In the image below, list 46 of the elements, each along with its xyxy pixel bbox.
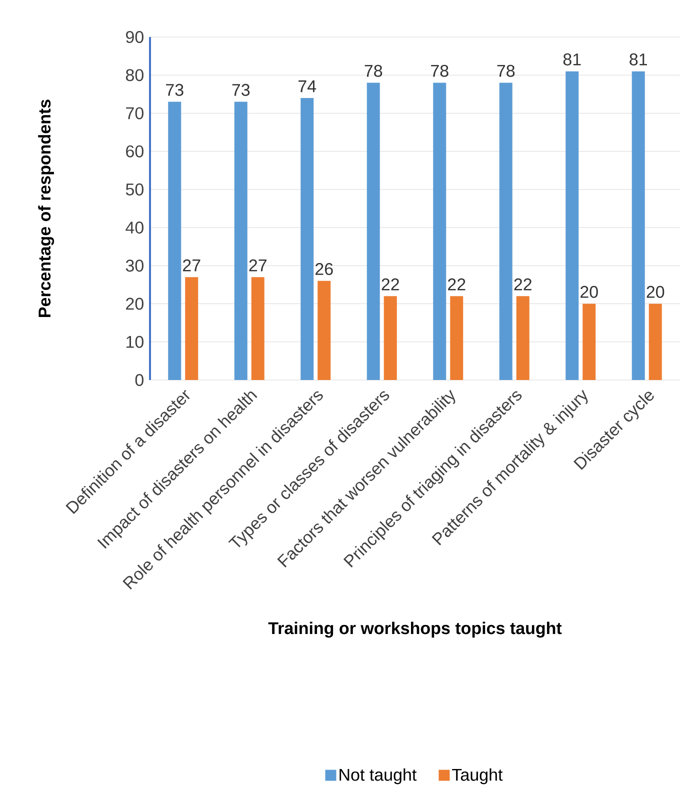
bar: [251, 277, 264, 380]
y-tick-label: 40: [126, 222, 144, 234]
y-tick-label: 60: [126, 145, 144, 158]
bar: [433, 82, 446, 380]
data-label: 81: [630, 53, 647, 66]
data-label: 27: [183, 259, 200, 272]
y-tick-label: 10: [126, 336, 144, 348]
data-label: 26: [316, 263, 333, 276]
data-label: 78: [497, 64, 515, 77]
data-label: 27: [249, 259, 266, 272]
bar: [234, 102, 248, 380]
y-axis-title: Percentage of respondents: [38, 100, 54, 317]
bar: [582, 304, 596, 380]
data-label: 22: [382, 278, 399, 290]
data-label: 81: [563, 53, 581, 66]
y-tick-label: 80: [126, 69, 144, 82]
data-label: 22: [514, 278, 532, 290]
bar: [185, 277, 198, 380]
data-label: 74: [298, 80, 316, 92]
x-axis-title: Training or workshops topics taught: [268, 622, 562, 638]
bar: [366, 82, 380, 380]
data-label: 78: [431, 64, 448, 77]
bar: [516, 296, 530, 380]
data-label: 20: [580, 286, 598, 298]
data-label: 20: [646, 286, 664, 298]
y-tick-label: 30: [126, 260, 144, 272]
y-tick-label: 50: [126, 183, 144, 196]
legend-label: Taught: [452, 768, 503, 784]
bar: [300, 98, 314, 380]
data-label: 73: [232, 84, 250, 96]
y-tick-label: 0: [135, 374, 144, 386]
bar: [318, 280, 331, 380]
bar: [648, 304, 662, 380]
data-label: 73: [166, 84, 184, 96]
bar: [632, 71, 645, 380]
bar: [499, 82, 512, 380]
bar: [168, 102, 182, 380]
y-tick-label: 20: [126, 298, 144, 310]
bar: [384, 296, 397, 380]
bar: [450, 296, 464, 380]
data-label: 22: [448, 278, 466, 290]
legend-label: Not taught: [340, 768, 417, 784]
y-tick-label: 90: [126, 30, 144, 44]
bar: [566, 71, 579, 380]
data-label: 78: [364, 64, 382, 77]
y-tick-label: 70: [126, 107, 144, 120]
